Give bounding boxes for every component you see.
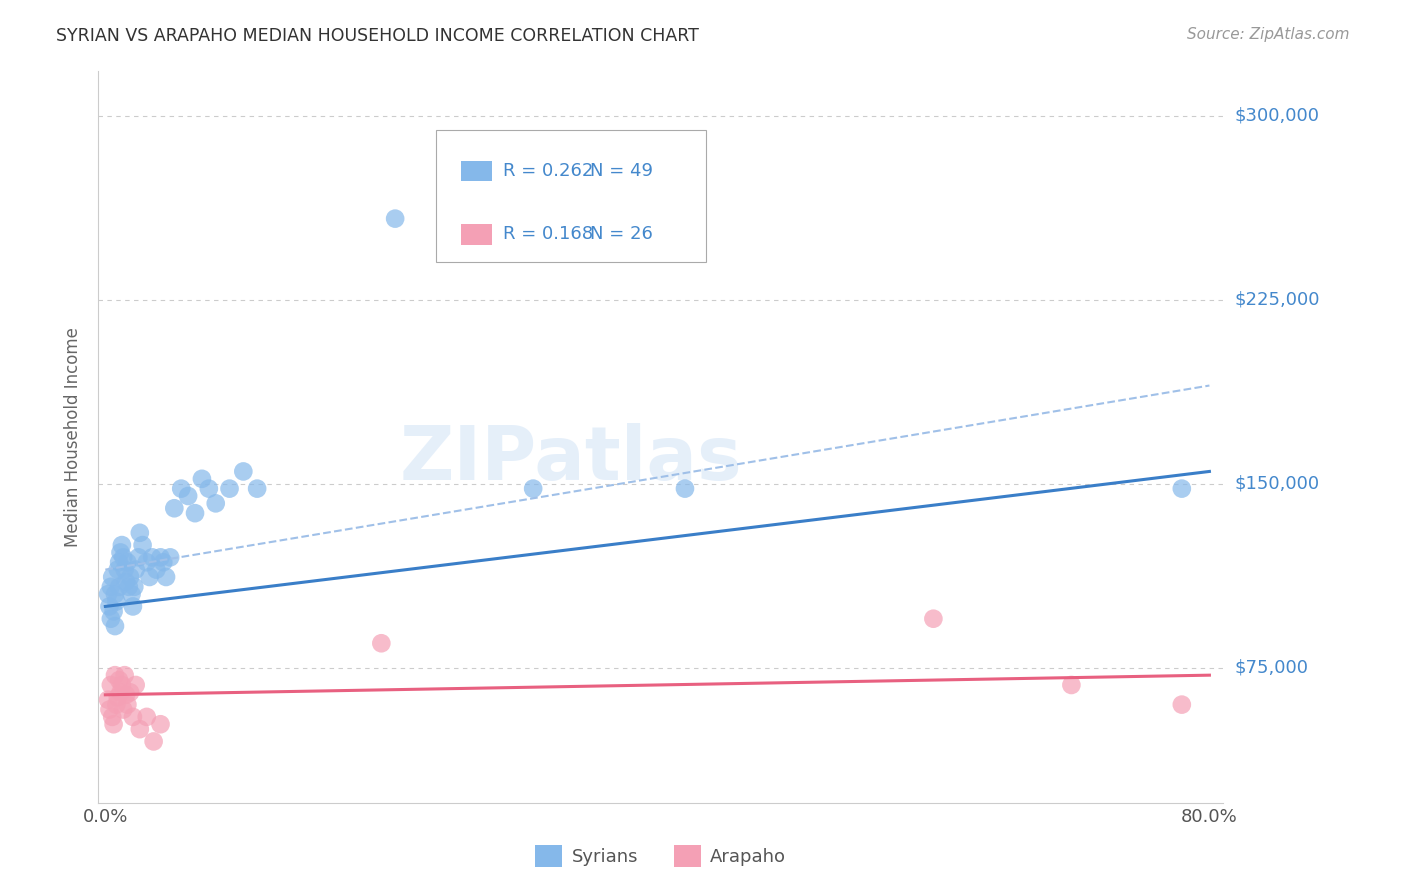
Point (246, 482, 269, 496)
Point (117, 698, 139, 712)
Point (155, 570, 177, 584)
Point (108, 555, 131, 569)
Text: $150,000: $150,000 (1234, 475, 1319, 492)
Point (97, 692, 120, 706)
Point (384, 211, 406, 226)
Point (170, 482, 193, 496)
Point (98, 599, 121, 614)
Point (105, 594, 128, 608)
Point (110, 545, 132, 559)
Point (107, 690, 129, 705)
Point (120, 685, 142, 699)
Point (100, 580, 122, 594)
Text: $225,000: $225,000 (1234, 291, 1320, 309)
Point (177, 489, 200, 503)
Text: ZIPatlas: ZIPatlas (399, 423, 742, 496)
Point (103, 604, 125, 618)
Point (114, 563, 136, 577)
Point (145, 563, 167, 577)
Point (128, 722, 150, 736)
Point (149, 550, 172, 565)
Point (122, 710, 145, 724)
Text: N = 49: N = 49 (591, 161, 652, 180)
Point (112, 550, 135, 565)
Point (107, 563, 129, 577)
FancyBboxPatch shape (461, 161, 492, 181)
Point (1060, 678, 1083, 692)
Text: R = 0.262: R = 0.262 (503, 161, 593, 180)
Point (198, 482, 221, 496)
FancyBboxPatch shape (461, 224, 492, 244)
Point (149, 717, 172, 731)
Point (152, 555, 174, 569)
Point (135, 710, 157, 724)
Text: SYRIAN VS ARAPAHO MEDIAN HOUSEHOLD INCOME CORRELATION CHART: SYRIAN VS ARAPAHO MEDIAN HOUSEHOLD INCOM… (56, 27, 699, 45)
Point (159, 550, 181, 565)
Point (108, 580, 131, 594)
Point (232, 465, 254, 479)
Point (673, 482, 696, 496)
Point (191, 472, 214, 486)
Point (104, 587, 127, 601)
Point (114, 668, 136, 682)
Point (105, 698, 128, 712)
Point (128, 525, 150, 540)
Text: N = 26: N = 26 (591, 226, 652, 244)
Point (101, 710, 124, 724)
Point (218, 482, 240, 496)
Point (522, 482, 544, 496)
Text: $75,000: $75,000 (1234, 659, 1309, 677)
Point (111, 678, 134, 692)
Point (115, 688, 138, 702)
Point (104, 668, 127, 682)
Point (1171, 482, 1194, 496)
Point (111, 538, 134, 552)
Point (125, 563, 148, 577)
Point (110, 685, 132, 699)
FancyBboxPatch shape (436, 130, 706, 261)
Text: R = 0.168: R = 0.168 (503, 226, 593, 244)
Point (135, 555, 157, 569)
Y-axis label: Median Household Income: Median Household Income (65, 327, 83, 547)
Point (204, 496, 226, 510)
Text: $300,000: $300,000 (1234, 106, 1319, 125)
Point (1171, 698, 1194, 712)
Point (112, 702, 135, 716)
Point (163, 501, 186, 516)
Point (125, 678, 148, 692)
Point (101, 570, 124, 584)
Point (121, 587, 143, 601)
Point (117, 555, 139, 569)
Point (124, 580, 146, 594)
Point (98, 702, 121, 716)
Point (370, 636, 392, 650)
Point (131, 538, 153, 552)
Point (103, 717, 125, 731)
Point (120, 570, 142, 584)
Point (138, 570, 160, 584)
Point (142, 734, 165, 748)
Legend: Syrians, Arapaho: Syrians, Arapaho (529, 838, 793, 874)
Point (127, 550, 149, 565)
Point (115, 574, 138, 589)
Point (97, 587, 120, 601)
Point (141, 550, 163, 565)
Point (922, 612, 945, 626)
Point (118, 580, 141, 594)
Point (122, 599, 145, 614)
Point (184, 506, 207, 520)
Point (100, 612, 122, 626)
Point (108, 673, 131, 687)
Point (104, 619, 127, 633)
Text: Source: ZipAtlas.com: Source: ZipAtlas.com (1187, 27, 1350, 42)
Point (100, 678, 122, 692)
